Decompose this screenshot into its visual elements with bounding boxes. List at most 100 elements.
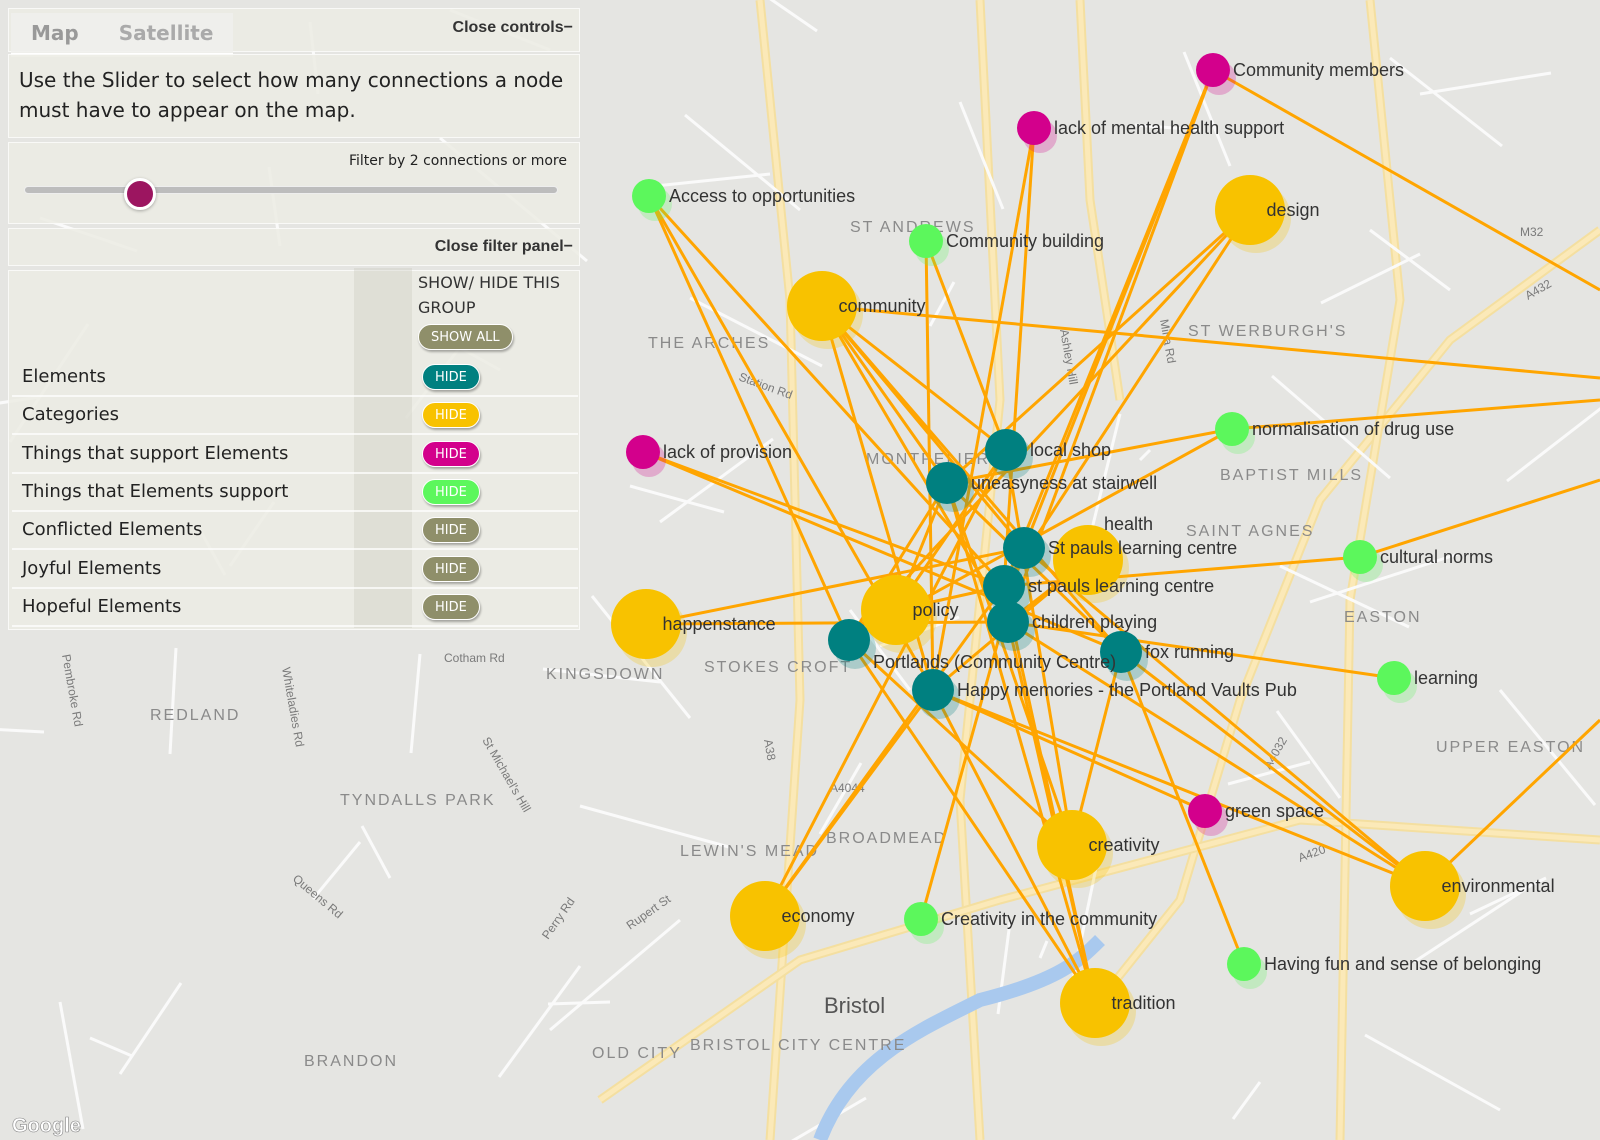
node-marker[interactable] <box>1215 412 1249 446</box>
network-edge <box>1423 718 1600 888</box>
node-marker[interactable] <box>1390 851 1460 921</box>
node-marker[interactable] <box>985 429 1027 471</box>
road-label: M32 <box>1520 225 1544 239</box>
node-marker[interactable] <box>828 619 870 661</box>
node-marker[interactable] <box>861 575 931 645</box>
close-controls-button[interactable]: Close controls− <box>452 19 573 36</box>
node-marker[interactable] <box>1343 540 1377 574</box>
map-node-element[interactable] <box>828 619 876 669</box>
node-marker[interactable] <box>1188 794 1222 828</box>
node-label: tradition <box>1112 993 1176 1013</box>
group-label: Elements <box>22 366 106 387</box>
node-marker[interactable] <box>1037 810 1107 880</box>
map-node-category[interactable] <box>1037 810 1113 888</box>
network-nodes: Community members lack of mental health s… <box>611 53 1555 1046</box>
map-node-supports-elements[interactable] <box>1017 111 1057 153</box>
map-node-elements-support[interactable] <box>632 179 672 221</box>
node-marker[interactable] <box>1053 525 1123 595</box>
map-node-category[interactable] <box>1053 525 1129 603</box>
map-node-elements-support[interactable] <box>1215 412 1255 454</box>
node-label: economy <box>782 906 855 926</box>
map-node-supports-elements[interactable] <box>1188 794 1228 836</box>
description-box: Use the Slider to select how many connec… <box>8 54 580 138</box>
map-node-category[interactable] <box>730 881 806 959</box>
map-node-elements-support[interactable] <box>1343 540 1383 582</box>
node-marker[interactable] <box>904 902 938 936</box>
hide-group-button[interactable]: HIDE <box>422 402 480 429</box>
map-node-elements-support[interactable] <box>909 224 949 266</box>
map-node-category[interactable] <box>787 271 863 349</box>
node-label: happenstance <box>663 614 776 634</box>
road-label: A38 <box>761 738 779 762</box>
node-label: local shop <box>1030 440 1111 460</box>
node-marker[interactable] <box>987 601 1029 643</box>
group-label: Things that Elements support <box>22 480 289 502</box>
hide-group-button[interactable]: HIDE <box>422 440 480 467</box>
group-row: Joyful Elements HIDE <box>12 552 578 589</box>
node-marker[interactable] <box>632 179 666 213</box>
node-marker[interactable] <box>626 435 660 469</box>
node-label: St pauls learning centre <box>1048 538 1237 558</box>
map-node-element[interactable] <box>1100 631 1148 681</box>
map-node-category[interactable] <box>1215 175 1291 253</box>
show-all-button[interactable]: SHOW ALL <box>418 324 513 350</box>
node-label: Having fun and sense of belonging <box>1264 954 1541 974</box>
group-row: Hopeful Elements HIDE <box>12 590 578 627</box>
map-node-element[interactable] <box>987 601 1035 651</box>
map-node-element[interactable] <box>1003 527 1051 577</box>
node-marker[interactable] <box>1017 111 1051 145</box>
hide-group-button[interactable]: HIDE <box>422 517 480 544</box>
node-label: cultural norms <box>1380 547 1493 567</box>
hide-group-button[interactable]: HIDE <box>422 555 480 582</box>
map-node-supports-elements[interactable] <box>626 435 666 477</box>
google-logo: Google <box>12 1115 81 1137</box>
map-node-supports-elements[interactable] <box>1196 53 1236 95</box>
map-node-category[interactable] <box>861 575 937 653</box>
map-node-category[interactable] <box>1060 968 1136 1046</box>
map-node-elements-support[interactable] <box>904 902 944 944</box>
node-marker[interactable] <box>1377 661 1411 695</box>
hide-group-button[interactable]: HIDE <box>422 364 480 390</box>
map-node-element[interactable] <box>985 429 1033 479</box>
group-label: Hopeful Elements <box>22 595 182 617</box>
map-node-category[interactable] <box>611 589 687 667</box>
map-node-element[interactable] <box>912 669 960 719</box>
node-marker[interactable] <box>1100 631 1142 673</box>
node-marker[interactable] <box>1196 53 1230 87</box>
node-marker[interactable] <box>983 565 1025 607</box>
node-label: Creativity in the community <box>941 909 1157 929</box>
map-node-elements-support[interactable] <box>1227 947 1267 989</box>
node-marker[interactable] <box>1003 527 1045 569</box>
node-marker[interactable] <box>611 589 681 659</box>
tab-map[interactable]: Map <box>31 21 79 45</box>
group-row: Categories HIDE <box>12 398 578 436</box>
filter-panel-header: Close filter panel− <box>8 228 580 266</box>
node-label: environmental <box>1442 876 1555 896</box>
area-label: REDLAND <box>150 707 240 724</box>
node-label: Community building <box>946 231 1104 251</box>
network-edge <box>924 240 1008 451</box>
node-marker[interactable] <box>1060 968 1130 1038</box>
hide-group-button[interactable]: HIDE <box>422 593 480 620</box>
network-edge <box>1023 546 1426 888</box>
node-marker[interactable] <box>909 224 943 258</box>
close-filter-panel-button[interactable]: Close filter panel− <box>434 238 573 255</box>
node-marker[interactable] <box>787 271 857 341</box>
area-label: SAINT AGNES <box>1186 523 1314 540</box>
hide-group-button[interactable]: HIDE <box>422 478 480 505</box>
network-edge <box>821 304 1007 452</box>
map-node-element[interactable] <box>926 462 974 512</box>
node-marker[interactable] <box>1227 947 1261 981</box>
connections-slider-thumb[interactable] <box>124 178 156 210</box>
tab-satellite[interactable]: Satellite <box>118 21 214 45</box>
map-node-elements-support[interactable] <box>1377 661 1417 703</box>
node-label: health <box>1104 514 1153 534</box>
node-marker[interactable] <box>730 881 800 951</box>
network-edge <box>763 449 1008 917</box>
node-marker[interactable] <box>1215 175 1285 245</box>
connections-slider-track[interactable] <box>24 186 558 194</box>
node-marker[interactable] <box>926 462 968 504</box>
node-marker[interactable] <box>912 669 954 711</box>
map-node-category[interactable] <box>1390 851 1466 929</box>
